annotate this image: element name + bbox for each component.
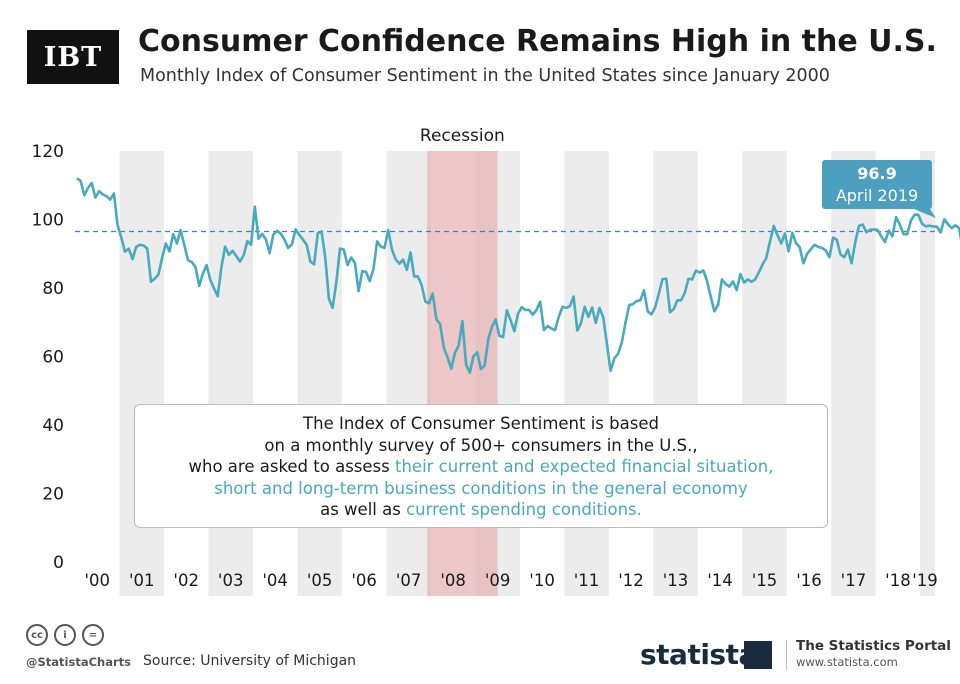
x-tick-label: '07 (396, 571, 422, 590)
license-icons: cc i = (26, 624, 104, 646)
x-tick-label: '08 (440, 571, 466, 590)
source-note: Source: University of Michigan (143, 653, 357, 669)
year-band (386, 151, 431, 596)
ibt-logo: IBT (27, 30, 119, 84)
x-tick-label: '13 (663, 571, 689, 590)
year-band (297, 151, 342, 596)
x-tick-label: '06 (351, 571, 377, 590)
callout-pointer (914, 209, 936, 219)
year-band (920, 151, 935, 596)
year-band (119, 151, 164, 596)
footer-divider (786, 640, 787, 670)
x-tick-label: '09 (485, 571, 511, 590)
consumer-sentiment-line (76, 177, 960, 374)
chart-title: Consumer Confidence Remains High in the … (138, 24, 937, 59)
year-band (831, 151, 876, 596)
x-tick-label: '10 (529, 571, 555, 590)
portal-title: The Statistics Portal (796, 638, 951, 654)
callout-value: 96.9 (857, 164, 896, 183)
year-bands (119, 151, 935, 596)
year-band (564, 151, 609, 596)
callout-label: April 2019 (836, 186, 918, 205)
info-line-2: on a monthly survey of 500+ consumers in… (264, 435, 698, 455)
latest-value-callout: 96.9 April 2019 (822, 160, 936, 219)
y-tick-label: 120 (32, 142, 64, 162)
portal-url[interactable]: www.statista.com (796, 655, 898, 669)
equals-icon[interactable]: = (82, 624, 104, 646)
y-tick-label: 80 (42, 279, 64, 299)
y-tick-label: 20 (42, 485, 64, 505)
statista-mark-icon (744, 641, 772, 669)
x-tick-label: '03 (218, 571, 244, 590)
x-axis: '00 '01 '02 '03 '04 '05 '06 '07 '08 '09 '10 '11 '12 '… (84, 571, 937, 590)
info-line-4-highlight: short and long-term business conditions … (214, 478, 748, 498)
x-tick-label: '16 (796, 571, 822, 590)
x-tick-label: '05 (307, 571, 333, 590)
person-icon[interactable]: i (54, 624, 76, 646)
y-tick-label: 40 (42, 416, 64, 436)
x-tick-label: '15 (752, 571, 778, 590)
x-tick-label: '02 (173, 571, 199, 590)
x-tick-label: '01 (129, 571, 155, 590)
y-tick-label: 60 (42, 348, 64, 368)
chart-subtitle: Monthly Index of Consumer Sentiment in t… (140, 66, 830, 86)
info-box: The Index of Consumer Sentiment is based… (134, 404, 828, 528)
x-tick-label: '14 (707, 571, 733, 590)
y-axis: 0 20 40 60 80 100 120 (32, 142, 64, 573)
year-band (653, 151, 698, 596)
statista-logo[interactable]: statista (640, 638, 757, 671)
x-tick-label: '11 (574, 571, 600, 590)
y-tick-label: 100 (32, 211, 64, 231)
info-line-1: The Index of Consumer Sentiment is based (303, 414, 659, 433)
recession-label: Recession (420, 126, 505, 146)
recession-band-rect (427, 151, 498, 596)
info-line-3: who are asked to assess their current an… (135, 456, 827, 478)
year-band (742, 151, 787, 596)
x-tick-label: '04 (262, 571, 288, 590)
y-tick-label: 0 (53, 553, 64, 573)
year-band (208, 151, 253, 596)
info-line-5-highlight: current spending conditions. (406, 500, 642, 519)
x-tick-label: '19 (912, 571, 938, 590)
statista-handle[interactable]: @StatistaCharts (26, 655, 131, 669)
x-tick-label: '00 (84, 571, 110, 590)
info-line-3-prefix: who are asked to assess (188, 457, 395, 476)
callout-box (822, 160, 932, 209)
info-line-5-prefix: as well as (320, 500, 407, 519)
x-tick-label: '12 (618, 571, 644, 590)
info-line-3-highlight: their current and expected financial sit… (394, 457, 774, 476)
x-tick-label: '17 (841, 571, 867, 590)
x-tick-label: '18 (885, 571, 911, 590)
info-line-5: as well as current spending conditions. (135, 499, 827, 521)
cc-icon[interactable]: cc (26, 624, 48, 646)
